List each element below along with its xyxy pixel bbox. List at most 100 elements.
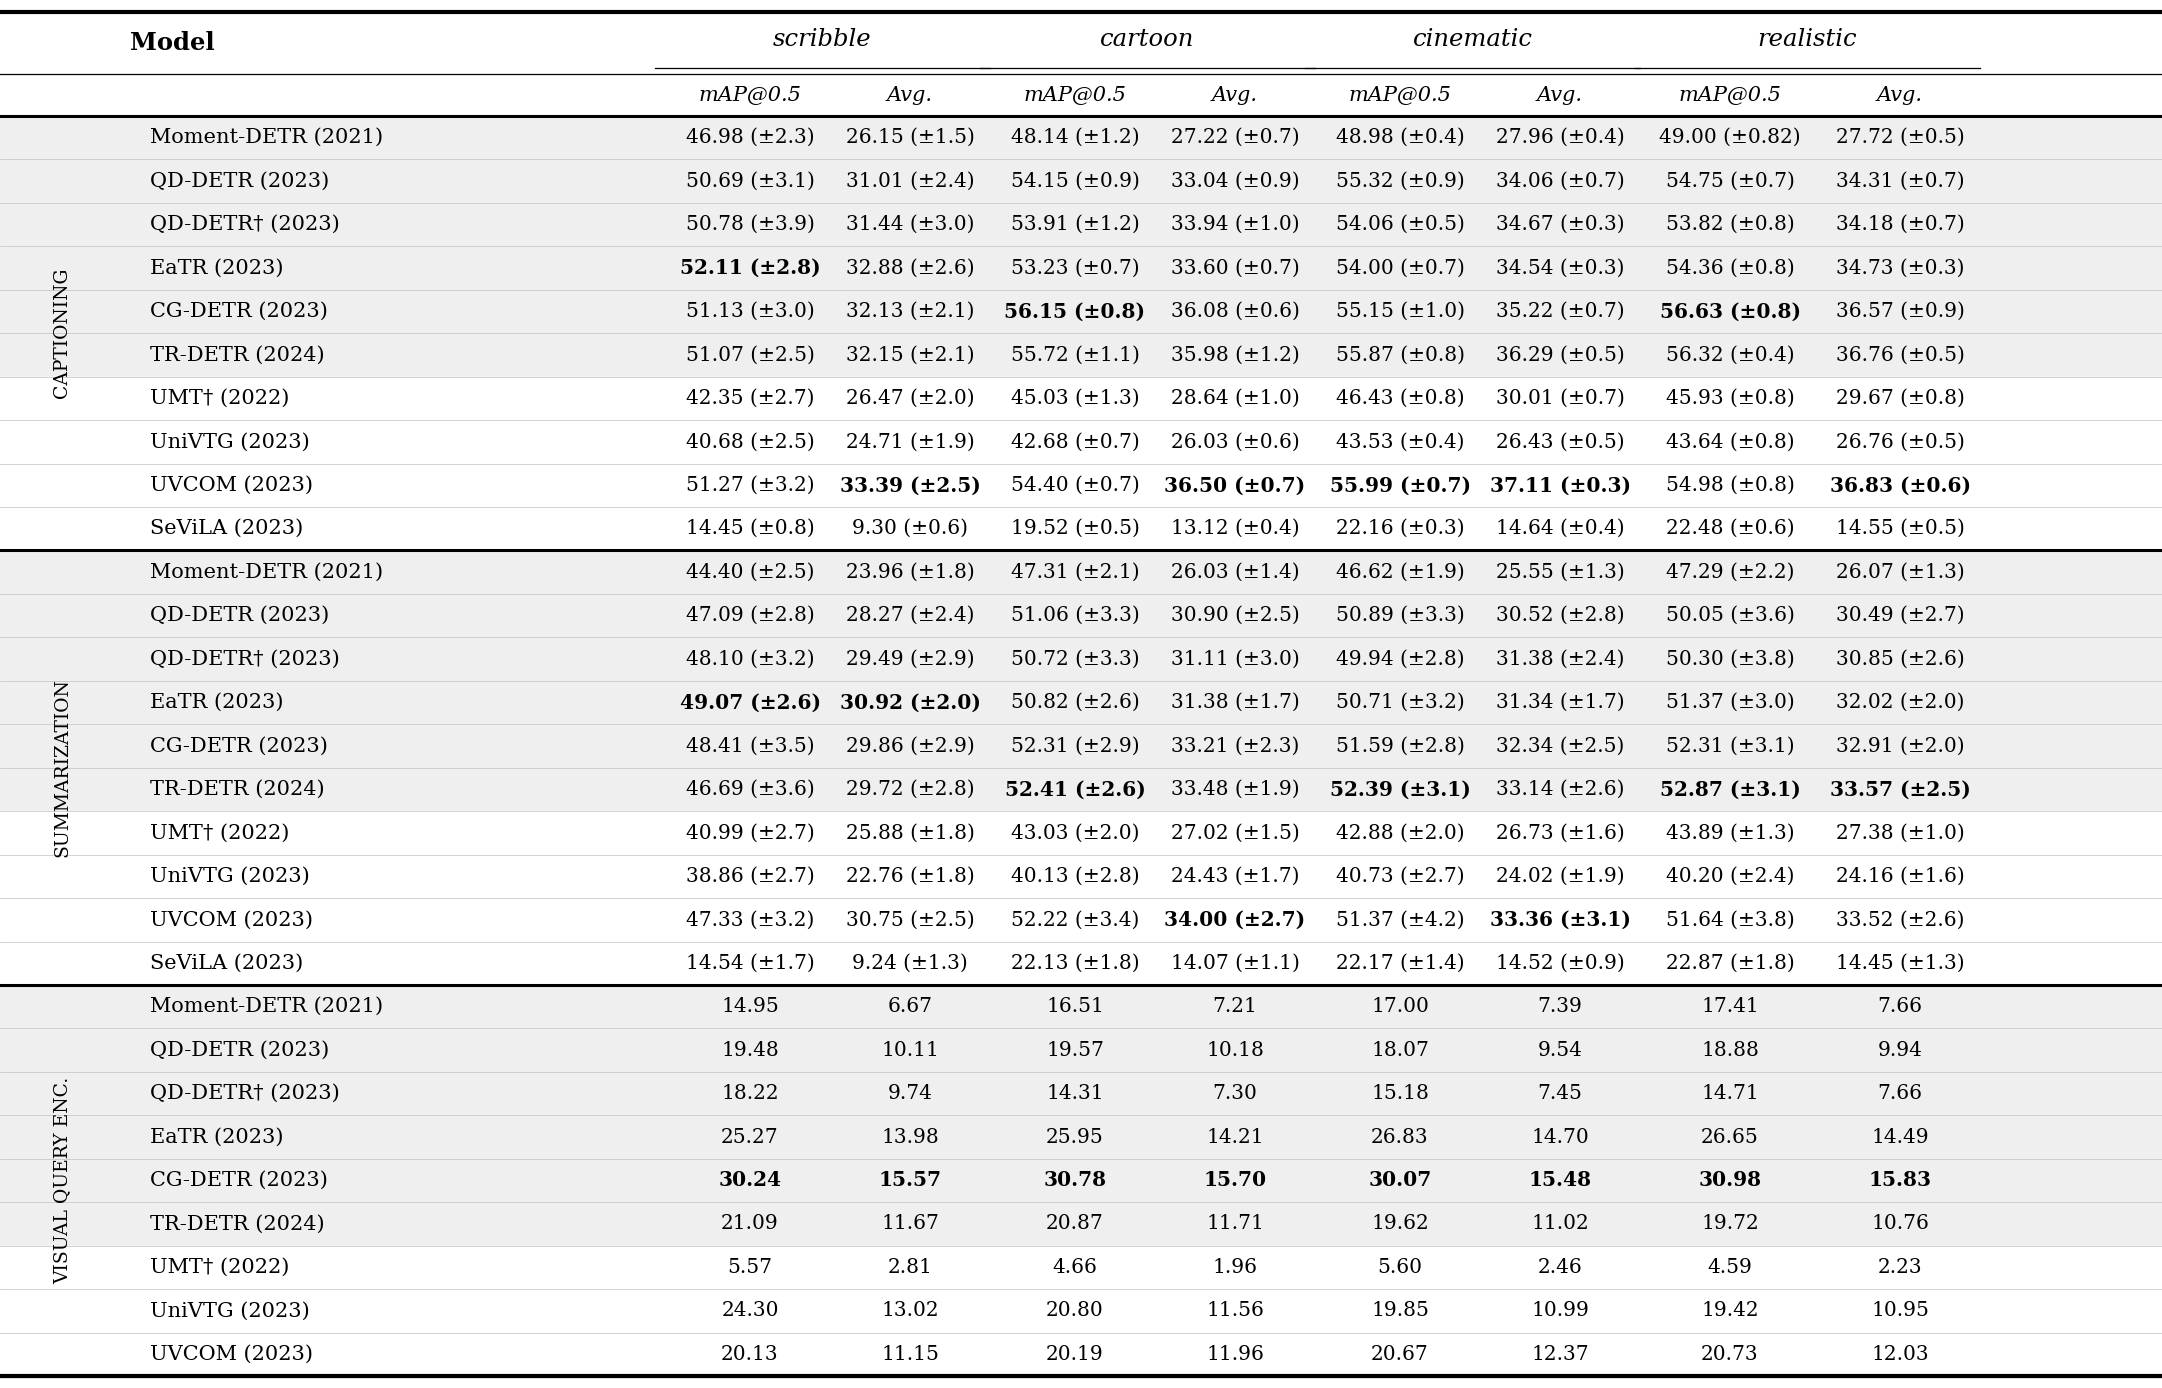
Text: 51.37 (±4.2): 51.37 (±4.2) — [1336, 911, 1464, 930]
Text: 26.03 (±0.6): 26.03 (±0.6) — [1170, 433, 1299, 451]
Text: 14.45 (±0.8): 14.45 (±0.8) — [685, 519, 815, 539]
Text: 51.13 (±3.0): 51.13 (±3.0) — [685, 303, 815, 321]
Bar — [0, 985, 2162, 1029]
Text: 14.21: 14.21 — [1206, 1127, 1265, 1146]
Text: 44.40 (±2.5): 44.40 (±2.5) — [685, 562, 815, 582]
Text: 27.22 (±0.7): 27.22 (±0.7) — [1170, 128, 1299, 147]
Bar — [0, 637, 2162, 682]
Text: 2.81: 2.81 — [889, 1258, 932, 1277]
Text: 20.13: 20.13 — [722, 1345, 778, 1364]
Text: 36.83 (±0.6): 36.83 (±0.6) — [1829, 475, 1970, 496]
Text: 25.95: 25.95 — [1046, 1127, 1105, 1146]
Text: 26.43 (±0.5): 26.43 (±0.5) — [1496, 433, 1624, 451]
Bar — [0, 725, 2162, 768]
Text: 10.95: 10.95 — [1870, 1302, 1929, 1320]
Text: 29.49 (±2.9): 29.49 (±2.9) — [845, 650, 975, 669]
Text: 30.52 (±2.8): 30.52 (±2.8) — [1496, 607, 1624, 625]
Text: 35.98 (±1.2): 35.98 (±1.2) — [1170, 346, 1299, 365]
Text: 55.99 (±0.7): 55.99 (±0.7) — [1330, 475, 1470, 496]
Text: 56.63 (±0.8): 56.63 (±0.8) — [1660, 301, 1801, 322]
Bar — [0, 1072, 2162, 1116]
Text: 19.48: 19.48 — [722, 1041, 778, 1059]
Text: 7.21: 7.21 — [1213, 997, 1258, 1016]
Text: 40.68 (±2.5): 40.68 (±2.5) — [685, 433, 815, 451]
Text: 19.57: 19.57 — [1046, 1041, 1105, 1059]
Text: 18.22: 18.22 — [722, 1084, 778, 1103]
Text: 32.02 (±2.0): 32.02 (±2.0) — [1836, 693, 1965, 712]
Bar — [0, 376, 2162, 421]
Text: 2.23: 2.23 — [1877, 1258, 1922, 1277]
Text: Model: Model — [130, 31, 214, 56]
Text: 23.96 (±1.8): 23.96 (±1.8) — [845, 562, 975, 582]
Text: Moment-DETR (2021): Moment-DETR (2021) — [149, 562, 383, 582]
Text: 51.64 (±3.8): 51.64 (±3.8) — [1665, 911, 1794, 930]
Text: 4.66: 4.66 — [1053, 1258, 1098, 1277]
Bar — [0, 898, 2162, 941]
Text: 7.45: 7.45 — [1537, 1084, 1583, 1103]
Text: 20.80: 20.80 — [1046, 1302, 1105, 1320]
Text: 20.67: 20.67 — [1371, 1345, 1429, 1364]
Text: 35.22 (±0.7): 35.22 (±0.7) — [1496, 303, 1624, 321]
Text: UMT† (2022): UMT† (2022) — [149, 1258, 290, 1277]
Text: 55.87 (±0.8): 55.87 (±0.8) — [1336, 346, 1464, 365]
Text: 31.34 (±1.7): 31.34 (±1.7) — [1496, 693, 1624, 712]
Text: 26.65: 26.65 — [1701, 1127, 1760, 1146]
Text: CAPTIONING: CAPTIONING — [54, 268, 71, 398]
Text: 10.76: 10.76 — [1870, 1214, 1929, 1234]
Bar — [0, 1332, 2162, 1376]
Text: 29.67 (±0.8): 29.67 (±0.8) — [1836, 389, 1965, 408]
Text: 37.11 (±0.3): 37.11 (±0.3) — [1490, 475, 1630, 496]
Text: scribble: scribble — [774, 28, 871, 50]
Text: 17.41: 17.41 — [1701, 997, 1760, 1016]
Text: CG-DETR (2023): CG-DETR (2023) — [149, 303, 329, 321]
Text: 22.87 (±1.8): 22.87 (±1.8) — [1665, 954, 1794, 973]
Text: 5.60: 5.60 — [1377, 1258, 1423, 1277]
Text: Avg.: Avg. — [886, 86, 934, 104]
Text: 30.78: 30.78 — [1044, 1170, 1107, 1191]
Text: UVCOM (2023): UVCOM (2023) — [149, 1345, 313, 1364]
Text: 14.45 (±1.3): 14.45 (±1.3) — [1836, 954, 1965, 973]
Bar — [0, 594, 2162, 637]
Text: 43.64 (±0.8): 43.64 (±0.8) — [1665, 433, 1794, 451]
Text: 53.23 (±0.7): 53.23 (±0.7) — [1010, 258, 1139, 278]
Text: 51.27 (±3.2): 51.27 (±3.2) — [685, 476, 815, 494]
Text: 45.93 (±0.8): 45.93 (±0.8) — [1665, 389, 1794, 408]
Text: 27.38 (±1.0): 27.38 (±1.0) — [1836, 823, 1965, 843]
Text: 14.31: 14.31 — [1046, 1084, 1105, 1103]
Text: 26.73 (±1.6): 26.73 (±1.6) — [1496, 823, 1624, 843]
Text: 33.60 (±0.7): 33.60 (±0.7) — [1170, 258, 1299, 278]
Text: 10.99: 10.99 — [1531, 1302, 1589, 1320]
Text: Avg.: Avg. — [1537, 86, 1583, 104]
Text: 49.07 (±2.6): 49.07 (±2.6) — [679, 693, 822, 712]
Text: 19.42: 19.42 — [1701, 1302, 1760, 1320]
Text: 26.47 (±2.0): 26.47 (±2.0) — [845, 389, 975, 408]
Text: 54.40 (±0.7): 54.40 (±0.7) — [1010, 476, 1139, 494]
Text: 50.72 (±3.3): 50.72 (±3.3) — [1010, 650, 1139, 669]
Bar — [0, 421, 2162, 464]
Text: 34.73 (±0.3): 34.73 (±0.3) — [1836, 258, 1965, 278]
Text: 51.07 (±2.5): 51.07 (±2.5) — [685, 346, 815, 365]
Text: Avg.: Avg. — [1213, 86, 1258, 104]
Text: 52.39 (±3.1): 52.39 (±3.1) — [1330, 780, 1470, 799]
Text: 30.75 (±2.5): 30.75 (±2.5) — [845, 911, 975, 930]
Text: 27.72 (±0.5): 27.72 (±0.5) — [1836, 128, 1965, 147]
Text: 7.66: 7.66 — [1877, 1084, 1922, 1103]
Text: 34.67 (±0.3): 34.67 (±0.3) — [1496, 215, 1624, 235]
Text: UMT† (2022): UMT† (2022) — [149, 389, 290, 408]
Text: 48.41 (±3.5): 48.41 (±3.5) — [685, 737, 815, 755]
Text: 31.11 (±3.0): 31.11 (±3.0) — [1170, 650, 1299, 669]
Text: 24.43 (±1.7): 24.43 (±1.7) — [1172, 868, 1299, 886]
Text: 53.82 (±0.8): 53.82 (±0.8) — [1665, 215, 1794, 235]
Text: 55.72 (±1.1): 55.72 (±1.1) — [1010, 346, 1139, 365]
Text: 49.94 (±2.8): 49.94 (±2.8) — [1336, 650, 1464, 669]
Text: 24.02 (±1.9): 24.02 (±1.9) — [1496, 868, 1624, 886]
Text: 33.52 (±2.6): 33.52 (±2.6) — [1836, 911, 1965, 930]
Text: VISUAL QUERY ENC.: VISUAL QUERY ENC. — [54, 1077, 71, 1284]
Text: 30.98: 30.98 — [1699, 1170, 1762, 1191]
Text: realistic: realistic — [1758, 28, 1857, 50]
Text: 13.02: 13.02 — [882, 1302, 938, 1320]
Text: 36.29 (±0.5): 36.29 (±0.5) — [1496, 346, 1624, 365]
Text: UniVTG (2023): UniVTG (2023) — [149, 1302, 309, 1320]
Bar — [0, 811, 2162, 855]
Text: 22.13 (±1.8): 22.13 (±1.8) — [1010, 954, 1139, 973]
